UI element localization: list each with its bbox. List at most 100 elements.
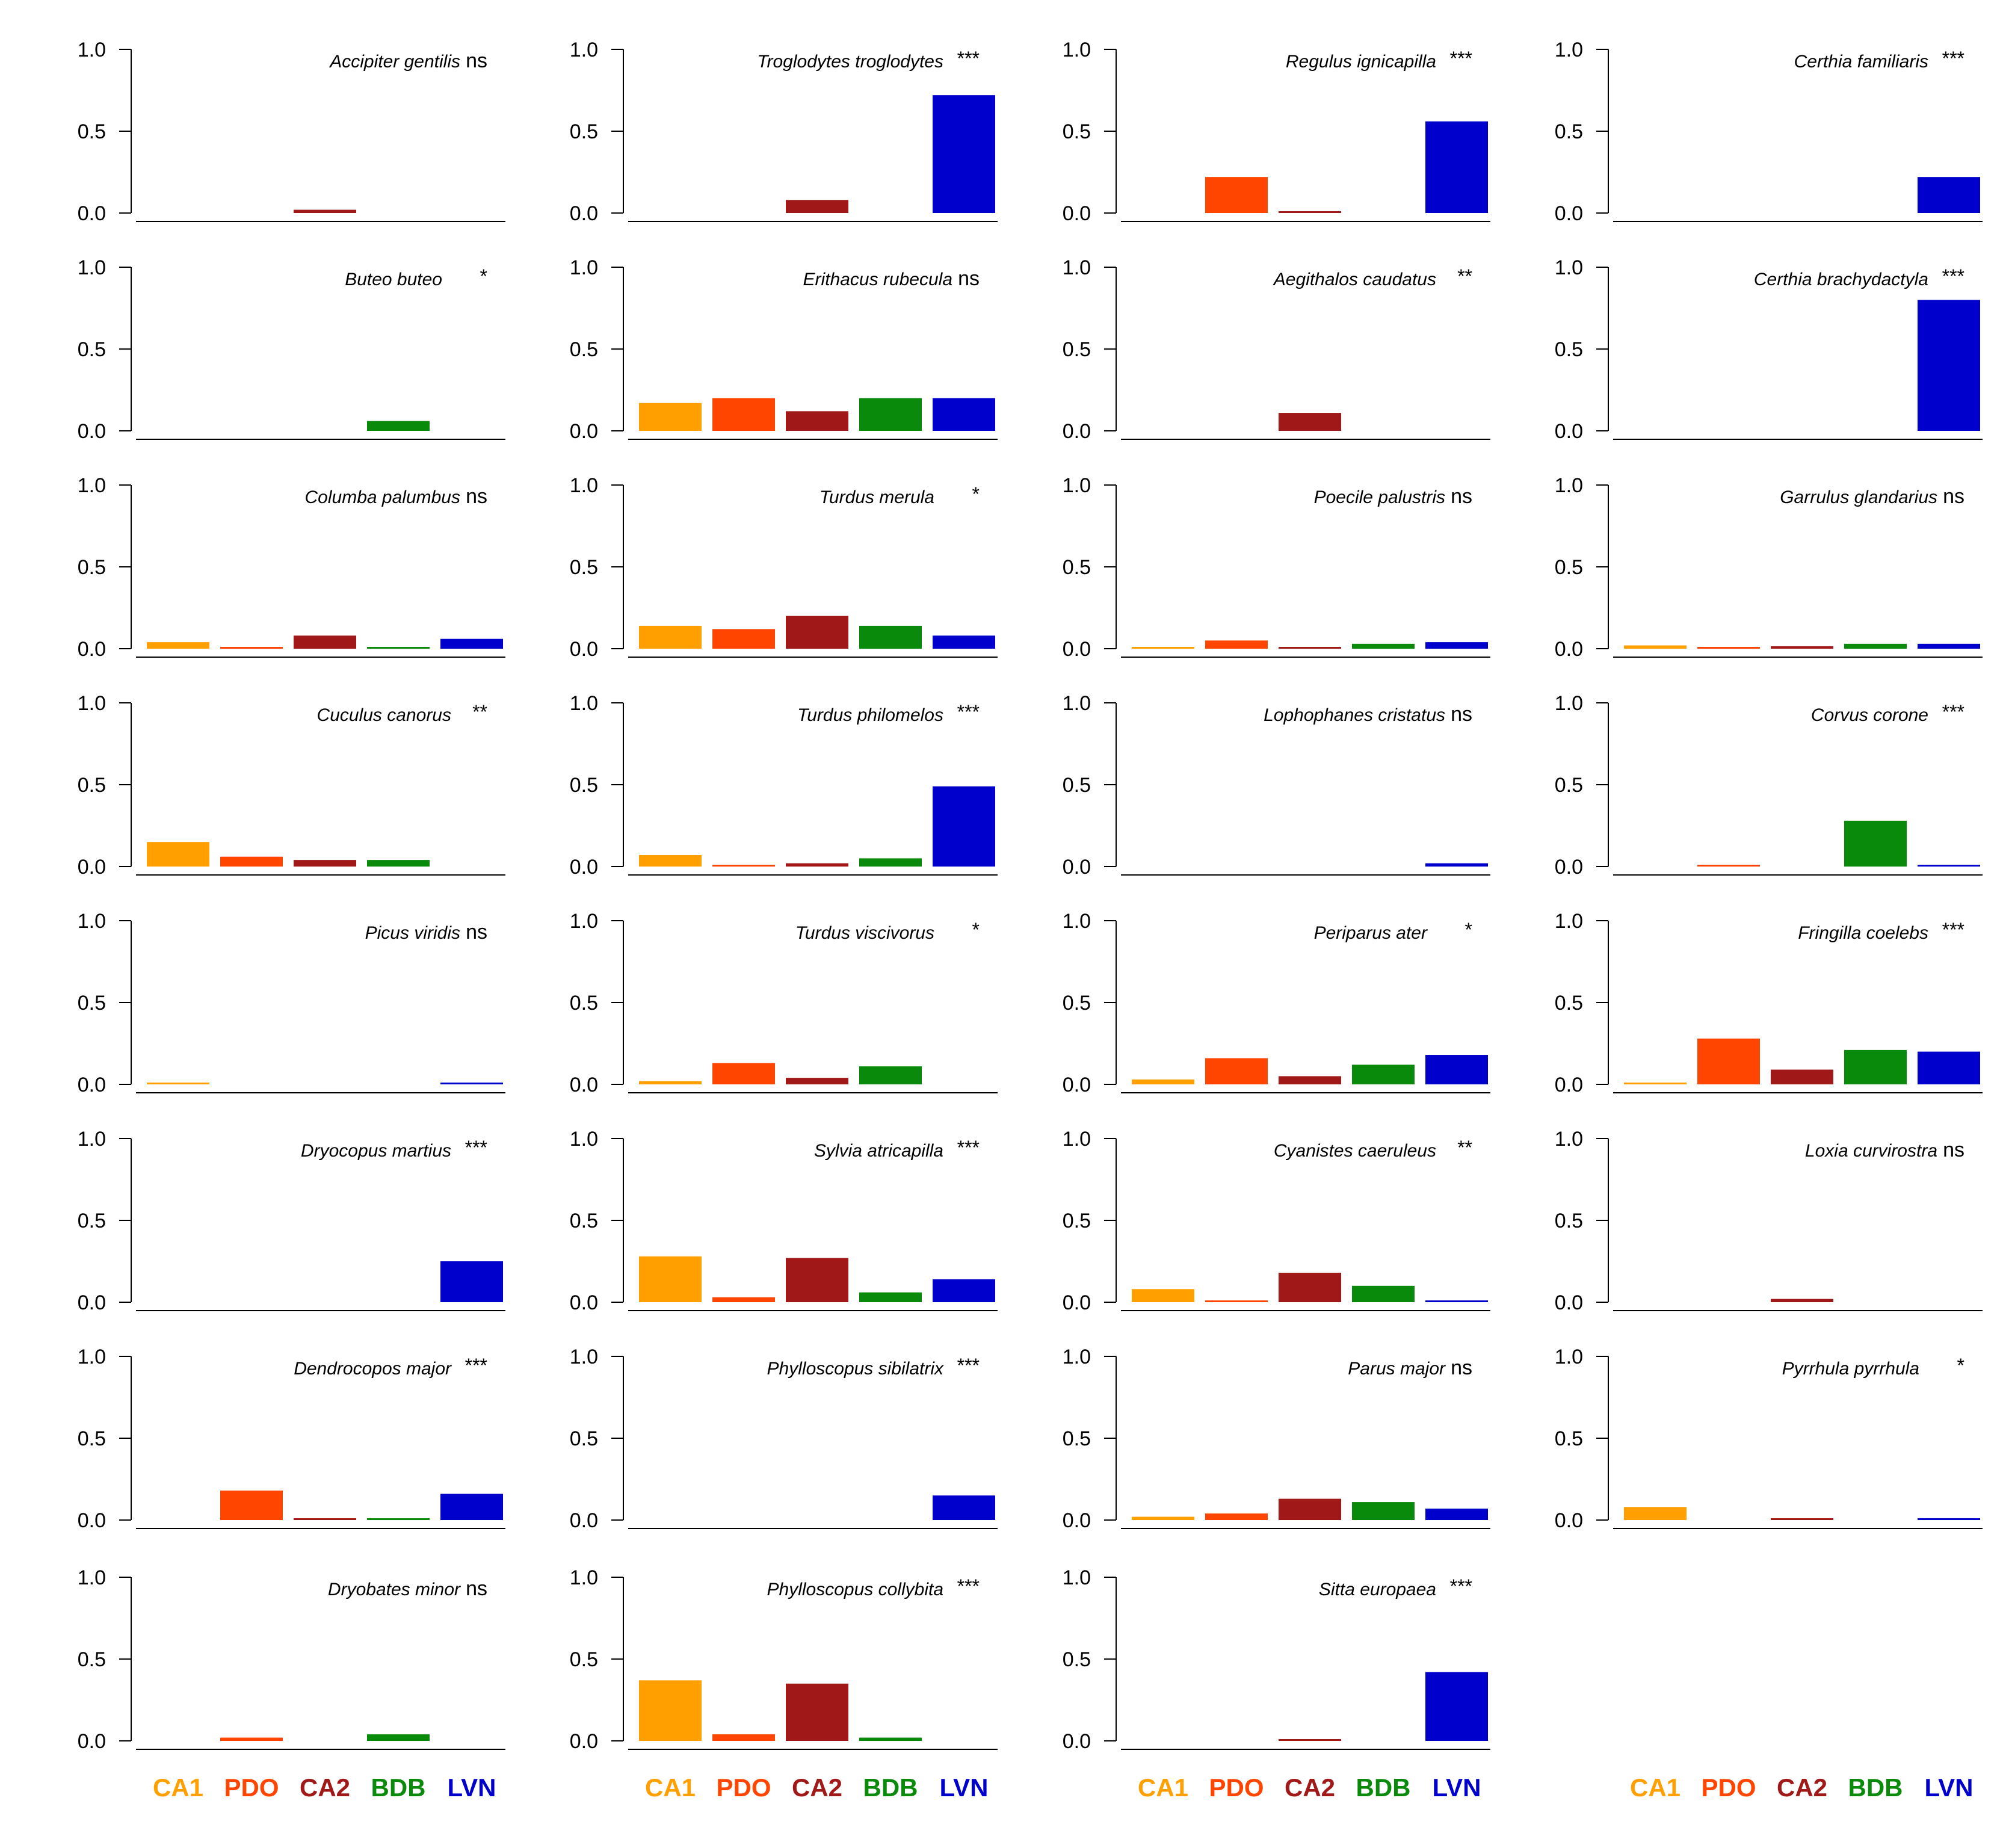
y-tick-label: 0.0 xyxy=(1555,202,1583,225)
bar-lvn xyxy=(440,1083,503,1084)
y-tick-label: 0.5 xyxy=(1555,120,1583,143)
y-tick-label: 0.5 xyxy=(1555,774,1583,797)
bar-lvn xyxy=(933,1495,995,1520)
species-name: Sitta europaea xyxy=(1319,1580,1436,1599)
category-legend: CA1 PDO CA2 BDB LVN xyxy=(153,1773,496,1802)
bar-lvn xyxy=(933,786,995,867)
y-tick-label: 1.0 xyxy=(78,910,106,933)
bar-lvn xyxy=(1425,121,1488,213)
bar-pdo xyxy=(1697,647,1760,649)
y-tick-label: 0.5 xyxy=(78,1427,106,1450)
panel-certhia-brachydactyla: 1.0 0.5 0.0 Certhia brachydactyla *** xyxy=(1555,256,1983,443)
bar-ca2 xyxy=(294,1518,356,1520)
panel-lophophanes-cristatus: 1.0 0.5 0.0 Lophophanes cristatus ns xyxy=(1063,692,1490,879)
legend-label-bdb: BDB xyxy=(371,1773,426,1802)
bar-pdo xyxy=(1205,177,1268,213)
species-name: Troglodytes troglodytes xyxy=(757,52,943,72)
significance-label: ** xyxy=(1457,265,1472,287)
bar-bdb xyxy=(859,1292,922,1302)
species-name: Loxia curvirostra xyxy=(1805,1141,1937,1161)
y-tick-label: 1.0 xyxy=(570,1128,598,1151)
bar-pdo xyxy=(1205,1513,1268,1520)
species-name: Certhia brachydactyla xyxy=(1754,270,1928,289)
bar-pdo xyxy=(712,1063,775,1084)
y-tick-label: 0.5 xyxy=(78,1648,106,1671)
bar-bdb xyxy=(1352,1285,1415,1302)
significance-label: *** xyxy=(1942,701,1964,723)
y-tick-label: 0.0 xyxy=(78,856,106,879)
y-tick-label: 1.0 xyxy=(570,910,598,933)
bar-ca2 xyxy=(786,1258,848,1302)
species-name: Phylloscopus sibilatrix xyxy=(767,1359,944,1379)
y-tick-label: 0.5 xyxy=(1063,556,1091,579)
significance-label: ns xyxy=(466,1577,487,1600)
significance-label: *** xyxy=(957,1137,980,1158)
panel-picus-viridis: 1.0 0.5 0.0 Picus viridis ns xyxy=(78,910,505,1096)
y-tick-label: 0.0 xyxy=(78,1730,106,1753)
panel-poecile-palustris: 1.0 0.5 0.0 Poecile palustris ns xyxy=(1063,474,1490,661)
panel-sitta-europaea: 1.0 0.5 0.0 Sitta europaea *** xyxy=(1063,1566,1490,1753)
y-tick-label: 1.0 xyxy=(570,474,598,497)
significance-label: ns xyxy=(466,49,487,72)
category-legend: CA1 PDO CA2 BDB LVN xyxy=(1138,1773,1481,1802)
y-tick-label: 0.0 xyxy=(78,1291,106,1314)
panel-turdus-merula: 1.0 0.5 0.0 Turdus merula * xyxy=(570,474,998,661)
bar-lvn xyxy=(1425,1055,1488,1084)
bar-ca1 xyxy=(147,1083,209,1084)
y-tick-label: 0.5 xyxy=(1063,1427,1091,1450)
y-tick-label: 0.0 xyxy=(570,1509,598,1532)
bar-bdb xyxy=(367,1734,430,1741)
panel-cuculus-canorus: 1.0 0.5 0.0 Cuculus canorus ** xyxy=(78,692,505,879)
significance-label: *** xyxy=(465,1355,487,1376)
y-tick-label: 1.0 xyxy=(1555,256,1583,279)
legend-label-lvn: LVN xyxy=(448,1773,496,1802)
bar-bdb xyxy=(1844,1049,1907,1084)
y-tick-label: 0.0 xyxy=(570,202,598,225)
species-name: Dryocopus martius xyxy=(301,1141,451,1161)
y-tick-label: 1.0 xyxy=(570,39,598,61)
y-tick-label: 1.0 xyxy=(78,692,106,715)
bar-bdb xyxy=(859,625,922,649)
bar-bdb xyxy=(1352,1065,1415,1084)
panel-corvus-corone: 1.0 0.5 0.0 Corvus corone *** xyxy=(1555,692,1983,879)
bar-ca2 xyxy=(1279,1076,1341,1084)
bar-ca2 xyxy=(1279,647,1341,649)
species-name: Buteo buteo xyxy=(345,270,442,289)
legend-label-ca1: CA1 xyxy=(645,1773,696,1802)
panel-dendrocopos-major: 1.0 0.5 0.0 Dendrocopos major *** xyxy=(78,1346,505,1532)
bar-ca2 xyxy=(1279,1273,1341,1302)
bar-bdb xyxy=(367,860,430,867)
bar-ca1 xyxy=(1624,645,1687,649)
y-tick-label: 0.0 xyxy=(570,1730,598,1753)
significance-label: *** xyxy=(1450,48,1472,69)
bar-pdo xyxy=(712,629,775,649)
y-tick-label: 0.0 xyxy=(1555,1509,1583,1532)
species-name: Accipiter gentilis xyxy=(329,52,460,72)
panel-turdus-philomelos: 1.0 0.5 0.0 Turdus philomelos *** xyxy=(570,692,998,879)
y-tick-label: 0.0 xyxy=(78,1509,106,1532)
y-tick-label: 0.5 xyxy=(1555,556,1583,579)
legend-label-ca1: CA1 xyxy=(1630,1773,1680,1802)
y-tick-label: 1.0 xyxy=(1063,474,1091,497)
y-tick-label: 0.5 xyxy=(570,338,598,361)
bar-ca1 xyxy=(1624,1083,1687,1084)
y-tick-label: 0.5 xyxy=(570,1648,598,1671)
bar-bdb xyxy=(1844,643,1907,649)
y-tick-label: 0.5 xyxy=(570,774,598,797)
significance-label: ns xyxy=(1451,1356,1472,1379)
y-tick-label: 0.5 xyxy=(1063,338,1091,361)
legend-label-ca2: CA2 xyxy=(1285,1773,1335,1802)
significance-label: *** xyxy=(1942,265,1964,287)
bar-pdo xyxy=(1697,1038,1760,1084)
y-tick-label: 0.0 xyxy=(1555,420,1583,443)
bar-lvn xyxy=(1918,177,1980,213)
legend-label-pdo: PDO xyxy=(716,1773,771,1802)
bar-ca1 xyxy=(639,1680,702,1741)
y-tick-label: 0.0 xyxy=(570,420,598,443)
bar-lvn xyxy=(933,398,995,431)
bar-pdo xyxy=(1205,1058,1268,1084)
legend-label-ca1: CA1 xyxy=(1138,1773,1188,1802)
y-tick-label: 1.0 xyxy=(1063,1346,1091,1368)
bar-lvn xyxy=(1425,863,1488,867)
